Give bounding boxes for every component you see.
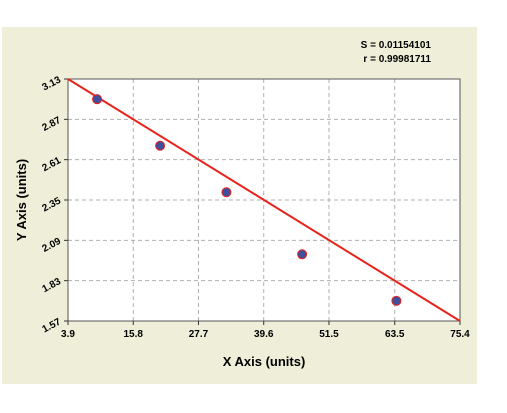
stat-s: S = 0.01154101 [360, 40, 431, 51]
y-tick-label: 1.57 [40, 316, 63, 335]
data-point [92, 94, 103, 105]
x-tick-label: 63.5 [385, 329, 405, 340]
y-tick-label: 3.13 [40, 74, 63, 93]
data-point [391, 295, 402, 306]
y-tick-label: 1.83 [40, 276, 63, 295]
y-axis-label: Y Axis (units) [14, 159, 29, 241]
x-tick-label: 39.6 [254, 329, 274, 340]
x-tick-label: 51.5 [319, 329, 339, 340]
y-tick-label: 2.35 [40, 195, 63, 214]
x-tick-label: 27.7 [189, 329, 209, 340]
stat-r: r = 0.99981711 [363, 54, 431, 65]
data-point [155, 140, 166, 151]
data-point [221, 187, 232, 198]
x-tick-label: 75.4 [450, 329, 470, 340]
fit-line [67, 78, 461, 322]
y-tick-label: 2.61 [40, 155, 63, 174]
data-point [297, 249, 308, 260]
chart-panel: S = 0.01154101 r = 0.99981711 3.9 15.8 27.… [2, 27, 477, 384]
scatter-chart: 3.9 15.8 27.7 39.6 51.5 63.5 75.4 3.13 2.87 2.61 2… [14, 74, 470, 369]
x-tick-label: 3.9 [61, 329, 75, 340]
y-tick-label: 2.09 [40, 236, 63, 255]
y-tick-label: 2.87 [40, 115, 63, 134]
x-tick-label: 15.8 [124, 329, 144, 340]
x-axis-label: X Axis (units) [223, 354, 306, 369]
